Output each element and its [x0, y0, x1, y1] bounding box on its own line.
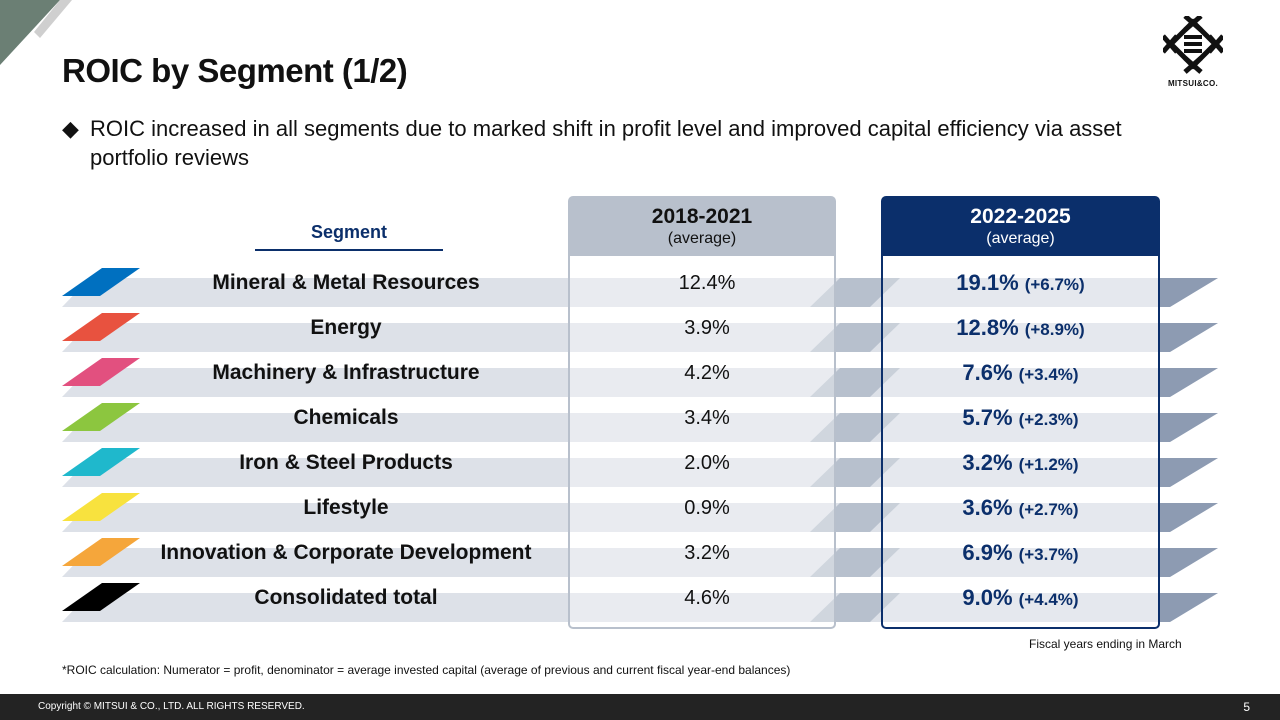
- roic-2018-2021: 4.2%: [684, 362, 730, 384]
- row-band-connector: [810, 503, 900, 532]
- roic-2022-2025: 12.8% (+8.9%): [881, 313, 1160, 343]
- segment-label: Chemicals: [293, 406, 399, 429]
- roic-2018-2021: 3.4%: [684, 407, 730, 429]
- segment-label: Iron & Steel Products: [239, 451, 453, 474]
- row-band-tail: [1158, 503, 1218, 532]
- segment-label: Mineral & Metal Resources: [212, 271, 480, 294]
- row-band-tail: [1158, 278, 1218, 307]
- roic-2022-2025: 7.6% (+3.4%): [881, 358, 1160, 388]
- row-band-tail: [1158, 458, 1218, 487]
- footer-bar: Copyright © MITSUI & CO., LTD. ALL RIGHT…: [0, 694, 1280, 720]
- roic-change: (+3.4%): [1018, 365, 1079, 384]
- roic-change: (+2.3%): [1018, 410, 1079, 429]
- row-band: [62, 413, 1218, 442]
- roic-value: 9.0%: [962, 585, 1013, 610]
- roic-change: (+3.7%): [1018, 545, 1079, 564]
- row-band: [62, 278, 1218, 307]
- logo-text: MITSUI&CO.: [1167, 79, 1219, 88]
- segment-color-marker: [62, 493, 140, 521]
- row-band-connector: [810, 413, 900, 442]
- mitsui-logo: MITSUI&CO.: [1160, 14, 1226, 88]
- row-band-connector: [810, 548, 900, 577]
- roic-value: 12.8%: [956, 315, 1019, 340]
- segment-color-marker: [62, 403, 140, 431]
- column-sub: (average): [986, 230, 1055, 247]
- segment-color-marker: [62, 313, 140, 341]
- column-years: 2022-2025: [970, 205, 1071, 228]
- roic-2018-2021: 2.0%: [684, 452, 730, 474]
- roic-value: 7.6%: [962, 360, 1013, 385]
- roic-change: (+4.4%): [1018, 590, 1079, 609]
- segment-color-marker: [62, 583, 140, 611]
- segment-label: Consolidated total: [254, 586, 438, 609]
- fiscal-note: Fiscal years ending in March: [1029, 637, 1182, 651]
- row-band: [62, 503, 1218, 532]
- row-band: [62, 323, 1218, 352]
- column-sub: (average): [667, 230, 737, 247]
- mitsui-logo-icon: [1161, 14, 1225, 74]
- row-band-tail: [1158, 413, 1218, 442]
- roic-2018-2021: 3.2%: [684, 542, 730, 564]
- summary-text: ROIC increased in all segments due to ma…: [90, 116, 1122, 170]
- copyright: Copyright © MITSUI & CO., LTD. ALL RIGHT…: [38, 701, 305, 712]
- row-band-tail: [1158, 368, 1218, 397]
- segment-label: Innovation & Corporate Development: [160, 541, 532, 564]
- page-number: 5: [1243, 700, 1250, 714]
- row-band-connector: [810, 593, 900, 622]
- row-band-connector: [810, 278, 900, 307]
- row-band-connector: [810, 323, 900, 352]
- row-band-tail: [1158, 323, 1218, 352]
- row-band-connector: [810, 368, 900, 397]
- segment-color-marker: [62, 538, 140, 566]
- segment-color-marker: [62, 358, 140, 386]
- roic-change: (+1.2%): [1018, 455, 1079, 474]
- corner-decoration-light: [34, 0, 72, 38]
- roic-2018-2021: 12.4%: [678, 272, 736, 294]
- segment-color-marker: [62, 448, 140, 476]
- roic-change: (+6.7%): [1024, 275, 1085, 294]
- roic-value: 3.2%: [962, 450, 1013, 475]
- segment-label: Lifestyle: [303, 496, 389, 519]
- roic-2022-2025: 5.7% (+2.3%): [881, 403, 1160, 433]
- corner-decoration: [0, 0, 60, 65]
- roic-value: 19.1%: [956, 270, 1019, 295]
- column-years: 2018-2021: [651, 205, 753, 228]
- row-band: [62, 368, 1218, 397]
- column-header: 2018-2021 (average): [570, 198, 834, 256]
- roic-2018-2021: 3.9%: [684, 317, 730, 339]
- column-2022-2025: 2022-2025 (average): [881, 196, 1160, 629]
- segment-label: Machinery & Infrastructure: [212, 361, 480, 384]
- roic-2022-2025: 19.1% (+6.7%): [881, 268, 1160, 298]
- roic-2022-2025: 6.9% (+3.7%): [881, 538, 1160, 568]
- roic-change: (+2.7%): [1018, 500, 1079, 519]
- roic-change: (+8.9%): [1024, 320, 1085, 339]
- roic-value: 3.6%: [962, 495, 1013, 520]
- roic-value: 6.9%: [962, 540, 1013, 565]
- roic-2022-2025: 9.0% (+4.4%): [881, 583, 1160, 613]
- footnote: *ROIC calculation: Numerator = profit, d…: [62, 663, 791, 677]
- row-band-tail: [1158, 548, 1218, 577]
- row-band: [62, 458, 1218, 487]
- row-band: [62, 548, 1218, 577]
- segment-label: Energy: [310, 316, 382, 339]
- row-band-tail: [1158, 593, 1218, 622]
- summary-bullet: ◆ ROIC increased in all segments due to m…: [62, 114, 1182, 172]
- roic-2022-2025: 3.6% (+2.7%): [881, 493, 1160, 523]
- column-header: 2022-2025 (average): [883, 198, 1158, 256]
- segment-color-marker: [62, 268, 140, 296]
- roic-2022-2025: 3.2% (+1.2%): [881, 448, 1160, 478]
- roic-value: 5.7%: [962, 405, 1013, 430]
- roic-2018-2021: 0.9%: [684, 497, 730, 519]
- roic-2018-2021: 4.6%: [684, 587, 730, 609]
- page-title: ROIC by Segment (1/2): [62, 52, 408, 89]
- diamond-bullet-icon: ◆: [62, 116, 79, 141]
- row-band: [62, 593, 1218, 622]
- segment-header: Segment: [255, 222, 443, 251]
- column-2018-2021: 2018-2021 (average): [568, 196, 836, 629]
- row-band-connector: [810, 458, 900, 487]
